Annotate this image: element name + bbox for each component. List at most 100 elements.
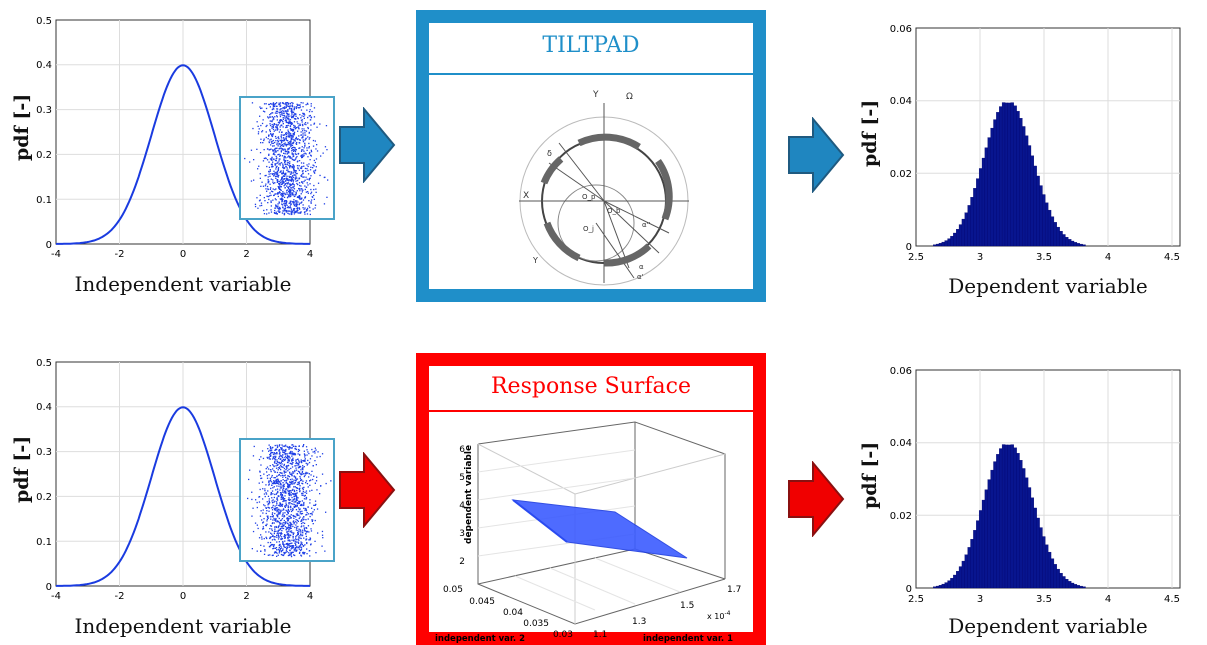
scatter-point bbox=[290, 554, 292, 556]
scatter-point bbox=[310, 201, 312, 203]
scatter-point bbox=[330, 480, 332, 482]
scatter-point bbox=[303, 115, 305, 117]
scatter-point bbox=[283, 210, 285, 212]
input-pdf-ylabel: pdf [-] bbox=[11, 435, 33, 503]
scatter-point bbox=[289, 176, 292, 178]
scatter-point bbox=[280, 547, 282, 550]
scatter-point bbox=[281, 108, 283, 110]
scatter-point bbox=[289, 471, 291, 473]
scatter-point bbox=[283, 498, 285, 500]
scatter-point bbox=[289, 517, 291, 519]
scatter-point bbox=[287, 179, 289, 181]
scatter-point bbox=[291, 475, 293, 477]
scatter-point bbox=[265, 507, 267, 509]
scatter-point bbox=[297, 117, 299, 119]
scatter-point bbox=[310, 175, 312, 177]
scatter-point bbox=[287, 105, 289, 107]
scatter-point bbox=[272, 139, 275, 142]
scatter-point bbox=[303, 150, 305, 152]
scatter-point bbox=[304, 491, 306, 493]
scatter-point bbox=[268, 103, 270, 106]
scatter-point bbox=[309, 206, 311, 209]
normal-pdf-curve bbox=[56, 406, 310, 587]
scatter-point bbox=[297, 130, 299, 132]
scatter-point bbox=[268, 161, 270, 163]
scatter-point bbox=[273, 470, 275, 472]
scatter-point bbox=[289, 481, 291, 483]
scatter-point bbox=[301, 137, 303, 139]
scatter-point bbox=[285, 137, 287, 139]
scatter-point bbox=[276, 464, 279, 466]
scatter-point bbox=[283, 114, 285, 117]
scatter-point bbox=[291, 194, 293, 196]
scatter-point bbox=[288, 545, 291, 547]
scatter-point bbox=[301, 115, 303, 117]
scatter-point bbox=[266, 523, 268, 525]
scatter-point bbox=[299, 510, 301, 513]
histogram-bar bbox=[1050, 558, 1055, 589]
scatter-point bbox=[286, 510, 288, 512]
scatter-point bbox=[301, 472, 303, 474]
scatter-point bbox=[300, 533, 302, 535]
scatter-point bbox=[312, 208, 314, 210]
scatter-point bbox=[284, 209, 286, 212]
scatter-point bbox=[283, 516, 285, 518]
scatter-point bbox=[306, 102, 309, 104]
scatter-point bbox=[278, 548, 280, 551]
scatter-point bbox=[254, 203, 257, 205]
scatter-point bbox=[309, 119, 312, 121]
scatter-point bbox=[283, 535, 285, 538]
scatter-point bbox=[280, 519, 283, 521]
scatter-point bbox=[305, 209, 308, 211]
scatter-point bbox=[293, 146, 295, 148]
histogram-bar bbox=[1010, 444, 1014, 589]
scatter-point bbox=[305, 130, 308, 132]
scatter-point bbox=[293, 476, 295, 478]
scatter-point bbox=[299, 485, 301, 487]
scatter-point bbox=[290, 171, 293, 173]
scatter-point bbox=[292, 175, 294, 177]
scatter-point bbox=[307, 126, 309, 129]
scatter-point bbox=[269, 130, 271, 133]
scatter-point bbox=[261, 450, 264, 452]
scatter-point bbox=[293, 505, 295, 507]
scatter-point bbox=[269, 123, 271, 125]
scatter-point bbox=[288, 459, 290, 461]
scatter-point bbox=[272, 456, 274, 458]
y-tick-label: 0.05 bbox=[443, 585, 463, 595]
scatter-point bbox=[291, 463, 293, 466]
scatter-point bbox=[300, 155, 302, 157]
histogram-bar bbox=[1047, 209, 1052, 247]
scatter-point bbox=[292, 551, 294, 553]
scatter-point bbox=[290, 123, 292, 126]
scatter-point bbox=[276, 497, 278, 499]
scatter-point bbox=[285, 132, 288, 134]
scatter-point bbox=[283, 485, 285, 488]
scatter-point bbox=[274, 457, 277, 459]
scatter-point bbox=[314, 140, 316, 142]
scatter-point bbox=[284, 107, 286, 109]
scatter-point bbox=[291, 547, 293, 549]
scatter-point bbox=[309, 114, 311, 117]
scatter-point bbox=[283, 490, 286, 492]
scatter-point bbox=[264, 490, 266, 492]
scatter-point bbox=[284, 150, 286, 153]
scatter-point bbox=[275, 547, 278, 549]
scatter-point bbox=[287, 540, 289, 542]
scatter-point bbox=[288, 485, 290, 488]
scatter-point bbox=[291, 167, 293, 169]
scatter-point bbox=[265, 125, 267, 128]
scatter-point bbox=[308, 132, 310, 134]
scatter-point bbox=[289, 142, 291, 144]
scatter-point bbox=[279, 111, 281, 114]
x-tick-label: -2 bbox=[115, 249, 125, 260]
scatter-point bbox=[272, 179, 274, 181]
scatter-point bbox=[269, 116, 271, 118]
scatter-point bbox=[302, 130, 304, 132]
scatter-point bbox=[301, 520, 303, 522]
scatter-point bbox=[297, 532, 300, 535]
scatter-point bbox=[288, 455, 290, 457]
scatter-point bbox=[284, 450, 286, 452]
scatter-point bbox=[275, 150, 277, 152]
scatter-point bbox=[276, 448, 278, 451]
